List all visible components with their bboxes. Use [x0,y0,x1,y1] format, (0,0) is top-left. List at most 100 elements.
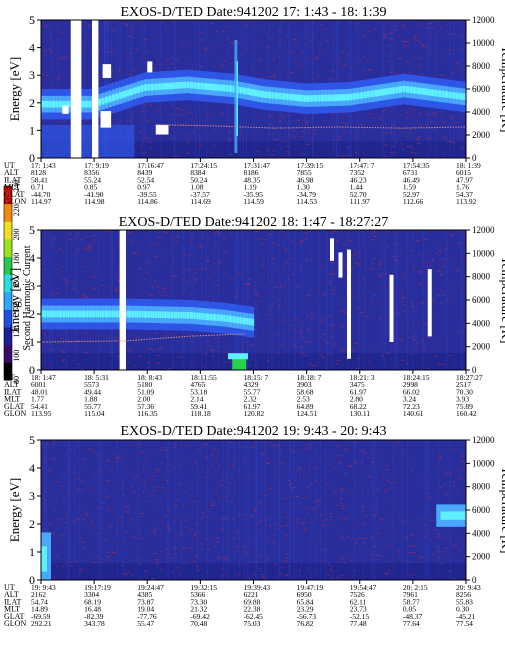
vertical-streak [243,230,244,370]
orbit-value: 18:27:27 [456,373,483,382]
noise-speck [384,37,387,38]
noise-speck [256,261,258,263]
noise-speck [91,451,96,453]
panel-3: EXOS-D/TED Date:941202 19: 9:43 - 20: 9:… [4,424,505,628]
band-core [147,84,152,91]
noise-speck [181,114,185,116]
noise-speck [150,479,154,481]
band-core [72,310,76,318]
noise-speck [174,552,177,554]
noise-speck [382,354,384,356]
noise-speck [149,104,152,106]
noise-speck [239,131,244,133]
noise-speck [140,513,144,515]
noise-speck [195,116,197,118]
noise-speck [302,522,306,524]
noise-speck [426,125,429,126]
noise-speck [227,450,230,452]
noise-speck [277,305,281,307]
colorbar-segment [4,362,12,381]
noise-speck [451,72,454,74]
noise-speck [357,524,361,526]
noise-speck [131,574,134,576]
orbit-value: 64.89 [297,402,314,411]
noise-speck [412,57,416,59]
noise-speck [439,456,442,458]
noise-speck [46,74,49,76]
noise-speck [210,152,213,154]
noise-speck [258,554,262,556]
noise-speck [262,453,265,455]
noise-speck [41,348,44,350]
vertical-streak [289,440,291,580]
y2-tick-label: 8000 [472,482,491,492]
noise-speck [291,449,294,451]
orbit-value: 18:18: 7 [297,373,322,382]
noise-speck [251,446,255,448]
noise-speck [52,52,55,54]
noise-speck [362,70,367,71]
noise-speck [399,338,404,340]
noise-speck [356,27,358,29]
noise-speck [304,29,307,31]
noise-speck [307,472,309,474]
noise-speck [213,545,217,547]
noise-speck [169,463,172,465]
noise-speck [364,329,367,331]
noise-speck [177,465,181,467]
noise-speck [448,23,452,25]
vertical-streak [384,230,386,370]
noise-speck [376,488,379,490]
noise-speck [62,350,64,352]
noise-speck [42,269,45,270]
band-core [126,310,129,318]
noise-speck [188,41,190,43]
noise-speck [272,346,275,348]
y-axis-label: Energy [eV] [7,57,22,121]
noise-speck [113,30,116,32]
noise-speck [457,35,460,37]
noise-speck [337,62,340,64]
noise-speck [416,341,420,343]
noise-speck [436,536,440,538]
noise-speck [211,504,215,506]
noise-speck [262,26,266,28]
noise-speck [309,341,313,343]
noise-speck [211,269,213,270]
band-core [175,311,178,319]
noise-speck [164,548,168,550]
noise-speck [305,121,308,123]
noise-speck [281,266,284,268]
noise-speck [444,248,447,250]
orbit-value: 55.24 [84,175,101,184]
noise-speck [428,265,433,267]
vertical-streak [207,440,208,580]
noise-speck [170,63,175,65]
orbit-value: 70.48 [190,619,207,628]
orbit-value: 4385 [137,590,152,599]
noise-speck [411,552,416,553]
noise-speck [394,259,398,261]
noise-speck [159,569,162,571]
band-core [370,90,375,98]
band-core [49,310,53,318]
noise-speck [172,554,174,556]
noise-speck [154,559,159,561]
noise-layer [41,230,466,370]
noise-speck [200,518,203,520]
noise-speck [350,130,353,132]
noise-speck [318,317,321,319]
noise-speck [115,276,118,278]
noise-speck [403,304,407,306]
noise-speck [254,294,259,296]
noise-speck [226,138,231,139]
band-core [226,315,230,322]
noise-speck [377,350,380,352]
vertical-streak [45,440,47,580]
noise-speck [343,244,347,246]
noise-speck [183,253,187,255]
noise-speck [153,532,156,534]
noise-speck [433,129,435,131]
orbit-value: 18:24:15 [403,373,430,382]
noise-speck [344,312,347,314]
